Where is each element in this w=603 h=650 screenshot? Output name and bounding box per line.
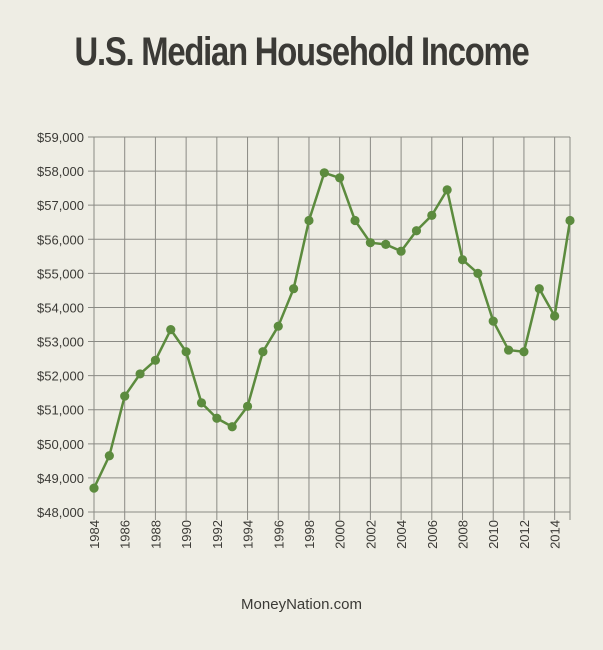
x-tick-label: 2006 — [425, 520, 440, 549]
x-axis-tick-labels: 1984 1986 1988 1990 1992 1994 1996 1998 2000 2002… — [87, 520, 563, 549]
data-point — [503, 345, 514, 355]
y-axis-tick-labels: $48,000 $49,000 $50,000 $51,000 $52,000 $53,0… — [37, 130, 84, 520]
chart-title: U.S. Median Household Income — [74, 30, 530, 74]
data-point — [565, 215, 575, 226]
y-tick-label: $54,000 — [37, 300, 84, 315]
x-tick-label: 1990 — [179, 520, 194, 549]
data-point — [488, 316, 498, 326]
data-point — [381, 239, 391, 249]
y-tick-label: $48,000 — [37, 505, 84, 520]
data-point — [135, 369, 145, 379]
y-tick-label: $50,000 — [37, 437, 84, 452]
data-point — [427, 210, 437, 221]
grid-lines — [88, 136, 571, 520]
y-tick-label: $51,000 — [37, 403, 84, 418]
x-tick-label: 2004 — [394, 520, 409, 549]
data-point — [89, 483, 99, 493]
data-point — [289, 284, 299, 294]
data-point — [242, 401, 253, 411]
data-point — [196, 398, 207, 408]
x-tick-label: 2010 — [486, 520, 501, 549]
x-tick-label: 1998 — [302, 520, 317, 549]
source-credit: MoneyNation.com — [241, 596, 362, 613]
data-point — [550, 311, 560, 321]
income-series — [89, 168, 575, 493]
data-point — [120, 391, 130, 401]
data-point — [304, 215, 314, 226]
data-point — [319, 168, 329, 178]
data-point — [534, 284, 544, 294]
y-tick-label: $57,000 — [37, 198, 84, 213]
data-point — [335, 173, 345, 183]
data-point — [457, 255, 468, 265]
series-line — [92, 171, 572, 489]
data-point — [411, 226, 422, 236]
data-point — [365, 238, 375, 248]
data-point — [273, 321, 283, 331]
data-point — [519, 347, 529, 357]
x-tick-label: 1994 — [241, 520, 256, 549]
x-tick-label: 1988 — [148, 520, 163, 549]
data-point — [442, 185, 452, 195]
x-tick-label: 2008 — [456, 520, 471, 549]
x-tick-label: 1984 — [87, 520, 102, 549]
y-tick-label: $52,000 — [37, 369, 84, 384]
x-tick-label: 2000 — [333, 520, 348, 549]
x-tick-label: 2012 — [517, 520, 532, 549]
y-tick-label: $55,000 — [37, 266, 84, 281]
data-point — [181, 347, 191, 357]
x-tick-label: 1992 — [210, 520, 225, 549]
y-tick-label: $56,000 — [37, 232, 84, 247]
data-point — [104, 451, 114, 461]
y-tick-label: $59,000 — [37, 130, 84, 145]
x-tick-label: 2014 — [548, 520, 563, 549]
data-point — [227, 422, 237, 432]
y-tick-label: $53,000 — [37, 335, 84, 350]
data-point — [473, 268, 483, 278]
data-point — [396, 246, 406, 256]
data-point — [258, 347, 268, 357]
x-tick-label: 1996 — [271, 520, 286, 549]
y-tick-label: $49,000 — [37, 471, 84, 486]
x-tick-label: 1986 — [118, 520, 133, 549]
data-point — [350, 215, 360, 226]
data-point — [212, 413, 222, 423]
data-point — [166, 325, 176, 335]
x-tick-label: 2002 — [363, 520, 378, 549]
data-point — [150, 355, 161, 365]
y-tick-label: $58,000 — [37, 164, 84, 179]
